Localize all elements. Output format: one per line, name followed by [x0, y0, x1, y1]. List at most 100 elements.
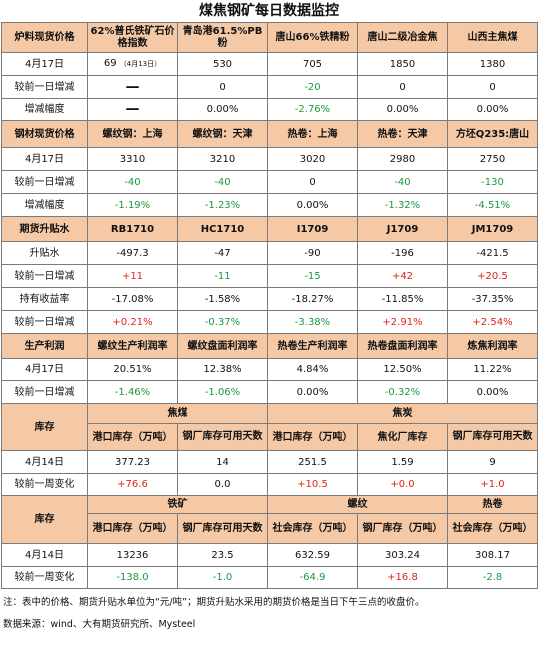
cell: 0: [357, 75, 448, 99]
cell: -497.3: [87, 241, 178, 265]
section-header-inventory: 库存: [1, 495, 88, 544]
cell: 12.38%: [177, 358, 268, 381]
col-header: 热卷：天津: [357, 120, 448, 148]
cell: 20.51%: [87, 358, 178, 381]
col-header: 社会库存（万吨）: [267, 513, 358, 544]
row-label: 较前一日增减: [1, 170, 88, 194]
table-row: 库存 铁矿 螺纹 热卷: [1, 495, 538, 544]
table-row: 炉料现货价格 62%普氏铁矿石价格指数 青岛港61.5%PB粉 唐山66%铁精粉…: [1, 22, 538, 53]
row-label: 较前一周变化: [1, 473, 88, 496]
cell: 0: [267, 170, 358, 194]
cell: +11: [87, 264, 178, 288]
row-label: 持有收益率: [1, 287, 88, 311]
table-row: 持有收益率 -17.08% -1.58% -18.27% -11.85% -37…: [1, 287, 538, 311]
cell: -18.27%: [267, 287, 358, 311]
cell: 23.5: [177, 543, 268, 567]
cell: 303.24: [357, 543, 448, 567]
row-label: 较前一日增减: [1, 75, 88, 99]
cell: —: [87, 75, 178, 99]
table-row: 生产利润 螺纹生产利润率 螺纹盘面利润率 热卷生产利润率 热卷盘面利润率 炼焦利…: [1, 333, 538, 359]
cell: -1.23%: [177, 193, 268, 217]
cell: -40: [177, 170, 268, 194]
cell: -4.51%: [447, 193, 538, 217]
cell: 3310: [87, 147, 178, 171]
cell: -1.06%: [177, 380, 268, 404]
col-header: 钢厂库存可用天数: [177, 513, 268, 544]
cell: 308.17: [447, 543, 538, 567]
cell: —: [87, 98, 178, 121]
cell-note: （4月13日）: [119, 60, 162, 68]
col-header: 钢厂库存可用天数: [177, 423, 268, 451]
cell: -11.85%: [357, 287, 448, 311]
footnote: 注：表中的价格、期货升贴水单位为“元/吨”；期货升贴水采用的期货价格是当日下午三…: [3, 597, 425, 608]
table-row: 港口库存（万吨） 钢厂库存可用天数 社会库存（万吨） 钢厂库存（万吨） 社会库存…: [2, 513, 538, 544]
col-header: I1709: [267, 216, 358, 242]
col-header: 钢厂库存可用天数: [447, 423, 538, 451]
table-row: 较前一周变化 -138.0 -1.0 -64.9 +16.8 -2.8: [1, 566, 538, 589]
cell: -40: [357, 170, 448, 194]
group-header-coke: 焦炭: [267, 403, 538, 424]
cell: +2.54%: [447, 310, 538, 334]
table-row: 较前一日增减 -1.46% -1.06% 0.00% -0.32% 0.00%: [1, 380, 538, 404]
col-header: 螺纹盘面利润率: [177, 333, 268, 359]
page-title: 煤焦钢矿每日数据监控: [199, 3, 339, 19]
cell: -138.0: [87, 566, 178, 589]
cell: +42: [357, 264, 448, 288]
table-row: 4月17日 20.51% 12.38% 4.84% 12.50% 11.22%: [1, 358, 538, 381]
group-header-hrc: 热卷: [447, 495, 538, 514]
section-header-steel-spot: 钢材现货价格: [1, 120, 88, 148]
table-row: 期货升贴水 RB1710 HC1710 I1709 J1709 JM1709: [1, 216, 538, 242]
col-header: 港口库存（万吨）: [87, 513, 178, 544]
cell: 1.59: [357, 450, 448, 474]
cell: 632.59: [267, 543, 358, 567]
table-row: 较前一日增减 +11 -11 -15 +42 +20.5: [1, 264, 538, 288]
row-label: 4月17日: [1, 147, 88, 171]
cell: -15: [267, 264, 358, 288]
cell: 1850: [357, 52, 448, 76]
row-label: 较前一日增减: [1, 310, 88, 334]
table-row: 4月17日 69 （4月13日） 530 705 1850 1380: [1, 52, 538, 76]
row-label: 4月14日: [1, 543, 88, 567]
cell: +10.5: [267, 473, 358, 496]
col-header: 热卷盘面利润率: [357, 333, 448, 359]
cell: 2750: [447, 147, 538, 171]
cell: -421.5: [447, 241, 538, 265]
col-header: 青岛港61.5%PB粉: [177, 22, 268, 53]
col-header: 螺纹钢：上海: [87, 120, 178, 148]
cell: -47: [177, 241, 268, 265]
col-header: 港口库存（万吨）: [267, 423, 358, 451]
table-row: 增减幅度 -1.19% -1.23% 0.00% -1.32% -4.51%: [1, 193, 538, 217]
cell: 0.00%: [267, 193, 358, 217]
table-row: 较前一日增减 — 0 -20 0 0: [1, 75, 538, 99]
cell: 0.00%: [447, 380, 538, 404]
col-header: 焦化厂库存: [357, 423, 448, 451]
cell: 0.00%: [447, 98, 538, 121]
table-row: 港口库存（万吨） 钢厂库存可用天数 港口库存（万吨） 焦化厂库存 钢厂库存可用天…: [2, 423, 538, 451]
row-label: 较前一日增减: [1, 264, 88, 288]
cell: 2980: [357, 147, 448, 171]
col-header: 螺纹生产利润率: [87, 333, 178, 359]
cell: -0.37%: [177, 310, 268, 334]
cell: +0.0: [357, 473, 448, 496]
row-label: 升贴水: [1, 241, 88, 265]
table-row: 4月14日 13236 23.5 632.59 303.24 308.17: [1, 543, 538, 567]
table-row: 4月17日 3310 3210 3020 2980 2750: [1, 147, 538, 171]
cell: 0.0: [177, 473, 268, 496]
cell: 9: [447, 450, 538, 474]
cell: -1.0: [177, 566, 268, 589]
cell: 377.23: [87, 450, 178, 474]
col-header: 62%普氏铁矿石价格指数: [87, 22, 178, 53]
col-header: 唐山66%铁精粉: [267, 22, 358, 53]
cell: +76.6: [87, 473, 178, 496]
col-header: 唐山二级冶金焦: [357, 22, 448, 53]
col-header: 港口库存（万吨）: [87, 423, 178, 451]
col-header: 螺纹钢：天津: [177, 120, 268, 148]
section-header-inventory: 库存: [1, 403, 88, 451]
cell: -3.38%: [267, 310, 358, 334]
cell: 3020: [267, 147, 358, 171]
cell: -40: [87, 170, 178, 194]
cell: 69 （4月13日）: [87, 52, 178, 76]
cell: -1.32%: [357, 193, 448, 217]
section-header-futures-basis: 期货升贴水: [1, 216, 88, 242]
cell: -11: [177, 264, 268, 288]
